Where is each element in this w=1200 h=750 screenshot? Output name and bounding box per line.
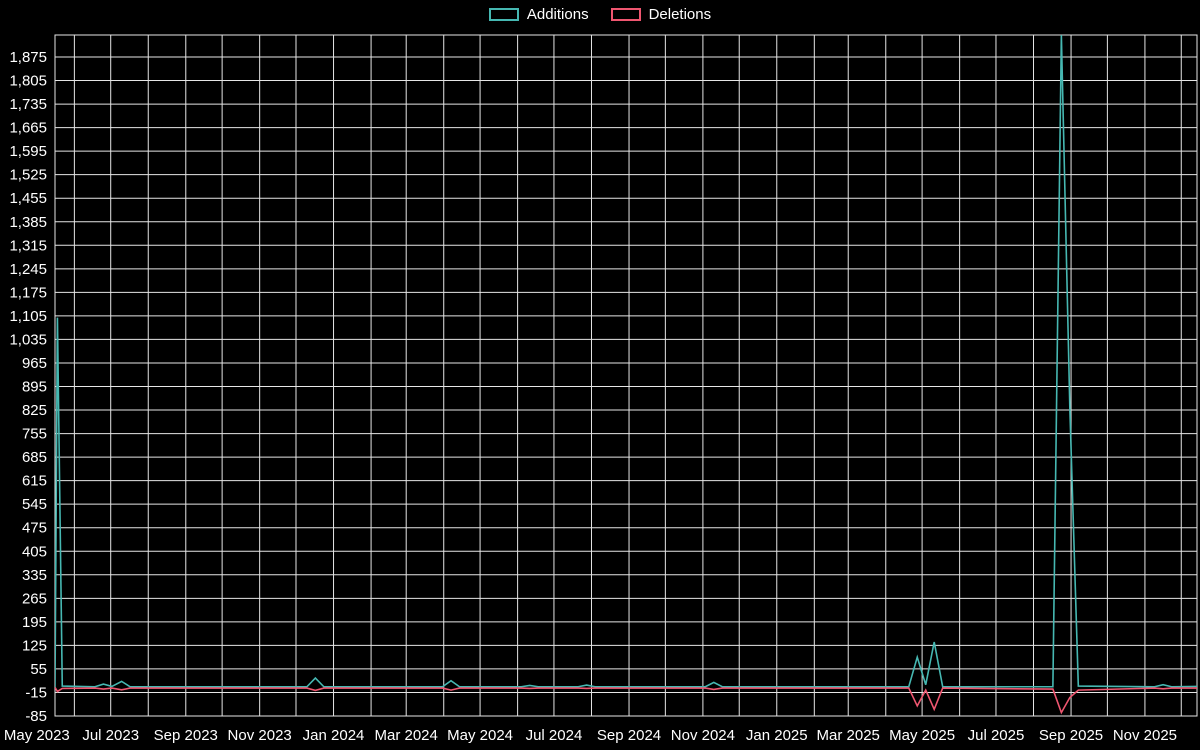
x-axis-tick-label: May 2024: [447, 727, 513, 744]
additions-legend-label: Additions: [526, 6, 589, 23]
y-axis-tick-label: 1,735: [9, 96, 47, 113]
y-axis-tick-label: 685: [22, 449, 47, 466]
y-axis-tick-label: 1,035: [9, 331, 47, 348]
additions-swatch-icon: [488, 8, 519, 21]
y-axis-tick-label: 1,665: [9, 120, 47, 137]
y-axis-tick-label: 1,385: [9, 214, 47, 231]
deletions-swatch-icon: [610, 8, 641, 21]
y-axis-tick-label: 1,875: [9, 49, 47, 66]
y-axis-tick-label: 1,455: [9, 190, 47, 207]
y-axis-tick-label: 545: [22, 496, 47, 513]
y-axis-tick-label: -15: [25, 684, 47, 701]
y-axis-tick-label: 265: [22, 590, 47, 607]
y-axis-tick-label: 195: [22, 614, 47, 631]
y-axis-tick-label: 1,175: [9, 284, 47, 301]
x-axis-tick-label: Mar 2024: [375, 727, 438, 744]
x-axis-tick-label: May 2025: [889, 727, 955, 744]
x-axis-tick-label: Nov 2023: [228, 727, 292, 744]
x-axis-tick-label: Sep 2024: [597, 727, 661, 744]
x-axis-tick-label: Nov 2024: [671, 727, 735, 744]
x-axis-tick-label: Mar 2025: [817, 727, 880, 744]
y-axis-tick-label: -85: [25, 708, 47, 725]
additions-line: [55, 35, 1197, 688]
x-axis-tick-label: Jan 2025: [746, 727, 808, 744]
deletions-line: [55, 687, 1197, 715]
y-axis-tick-label: 1,525: [9, 167, 47, 184]
x-axis-tick-label: May 2023: [4, 727, 70, 744]
y-axis-tick-label: 125: [22, 637, 47, 654]
y-axis-tick-label: 55: [30, 661, 47, 678]
y-axis-tick-label: 1,595: [9, 143, 47, 160]
x-axis-tick-label: Sep 2023: [154, 727, 218, 744]
legend-item-deletions[interactable]: Deletions: [610, 6, 712, 23]
y-axis-tick-label: 965: [22, 355, 47, 372]
plot-border: [54, 34, 1198, 717]
y-axis-tick-label: 825: [22, 402, 47, 419]
y-axis-tick-label: 1,315: [9, 237, 47, 254]
y-axis-tick-label: 405: [22, 543, 47, 560]
y-axis-tick-label: 335: [22, 567, 47, 584]
y-axis-tick-label: 895: [22, 379, 47, 396]
x-axis-tick-label: Nov 2025: [1113, 727, 1177, 744]
chart-legend: Additions Deletions: [0, 6, 1200, 23]
x-axis-tick-label: Jul 2025: [968, 727, 1025, 744]
y-axis-tick-label: 1,245: [9, 261, 47, 278]
x-axis-tick-label: Jan 2024: [303, 727, 365, 744]
y-axis-tick-label: 615: [22, 473, 47, 490]
x-axis-tick-label: Jul 2023: [82, 727, 139, 744]
y-axis-tick-label: 1,105: [9, 308, 47, 325]
y-axis-tick-label: 475: [22, 520, 47, 537]
legend-item-additions[interactable]: Additions: [488, 6, 589, 23]
x-axis-tick-label: Jul 2024: [526, 727, 583, 744]
deletions-legend-label: Deletions: [648, 6, 712, 23]
x-axis-tick-label: Sep 2025: [1039, 727, 1103, 744]
y-axis-tick-label: 1,805: [9, 73, 47, 90]
y-axis-tick-label: 755: [22, 426, 47, 443]
